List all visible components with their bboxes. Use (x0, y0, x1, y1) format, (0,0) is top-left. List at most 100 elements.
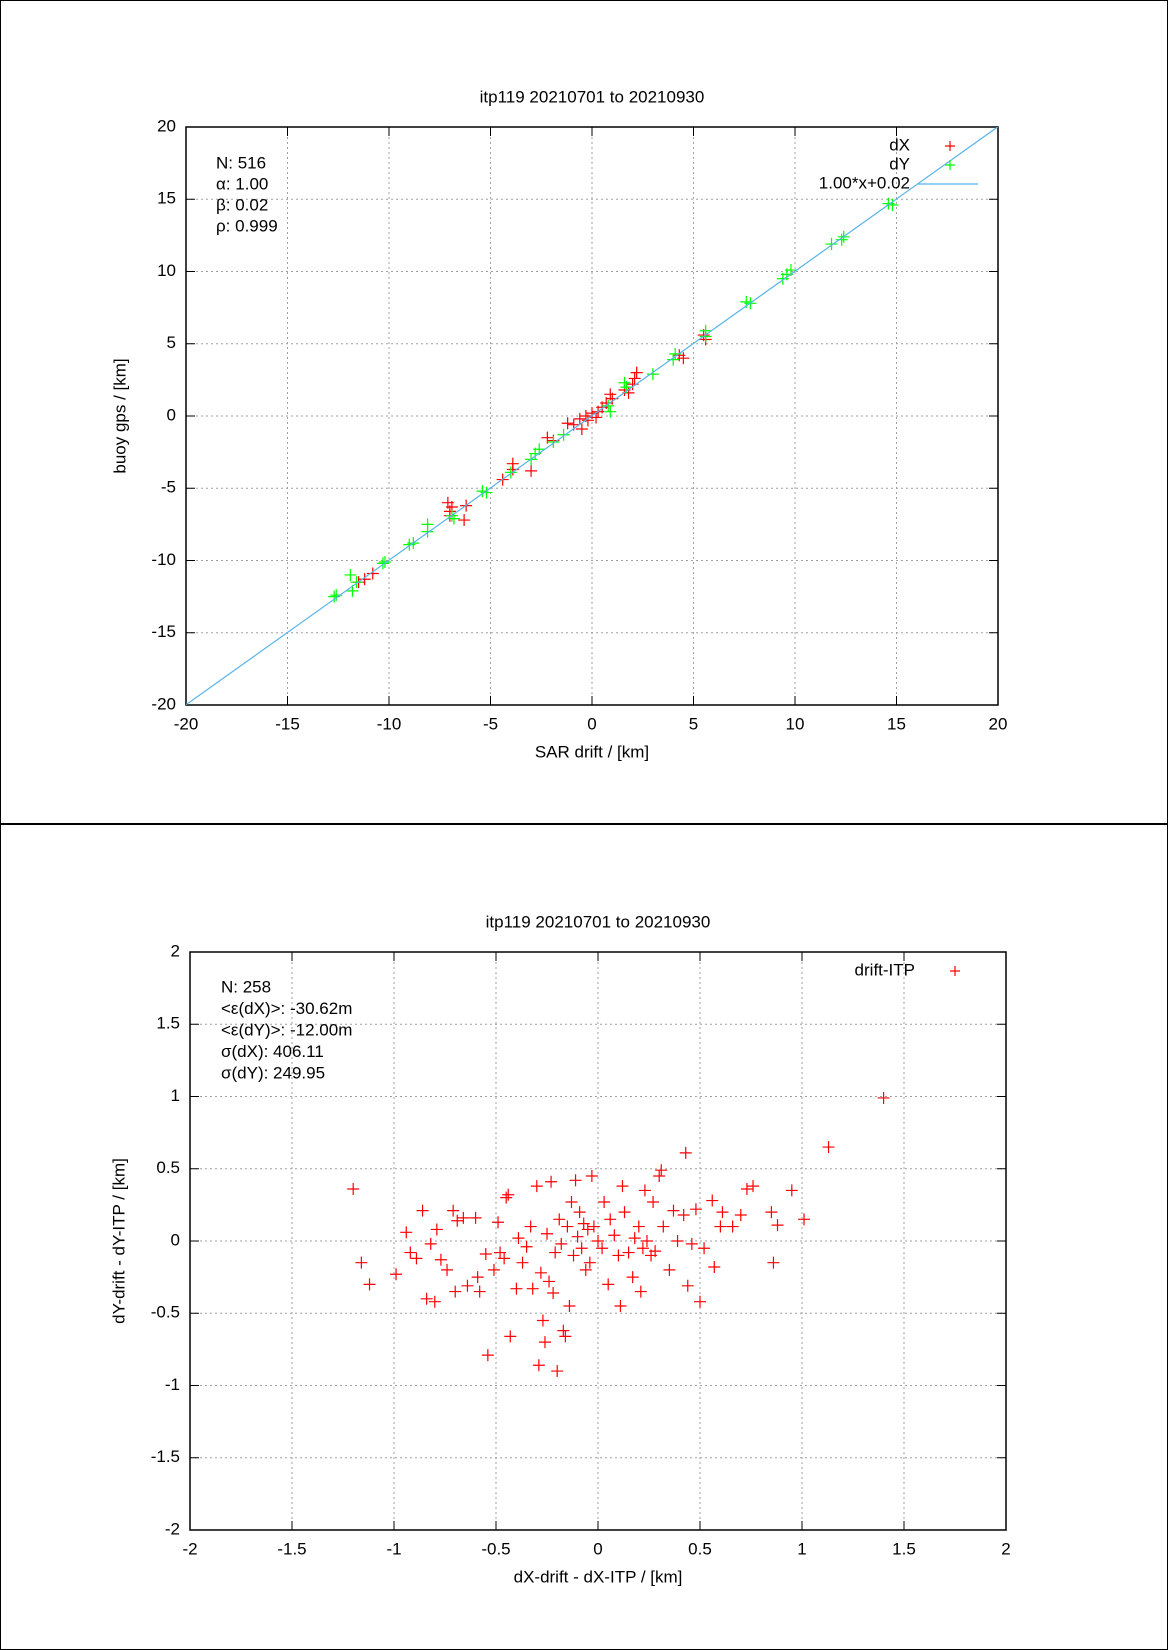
point (350, 576, 363, 589)
chart-title: itp119 20210701 to 20210930 (486, 912, 711, 931)
point (420, 1292, 433, 1305)
point (400, 1226, 413, 1239)
x-tick-label: -1 (386, 1539, 401, 1558)
point (581, 1223, 594, 1236)
point (679, 1146, 692, 1159)
point (765, 1206, 778, 1219)
y-tick-label: 10 (157, 261, 176, 280)
point (583, 1256, 596, 1269)
point (647, 1195, 660, 1208)
point (410, 1252, 423, 1265)
point (555, 1237, 568, 1250)
x-tick-label: 1.5 (892, 1539, 916, 1558)
point (461, 1279, 474, 1292)
point (469, 1211, 482, 1224)
point (628, 1232, 641, 1245)
point (649, 1245, 662, 1258)
point (573, 412, 586, 425)
point (571, 1230, 584, 1243)
point (604, 1213, 617, 1226)
y-axis-label: dY-drift - dY-ITP / [km] (109, 1158, 128, 1324)
plot-area (347, 1091, 890, 1378)
point (671, 1235, 684, 1247)
y-tick-label: -0.5 (151, 1303, 180, 1322)
point (626, 1271, 639, 1284)
y-tick-label: 1.5 (156, 1014, 180, 1033)
point (516, 1256, 529, 1269)
point (677, 1208, 690, 1221)
point (667, 353, 680, 366)
point (524, 1220, 537, 1233)
legend-marker (945, 141, 955, 151)
point (798, 1213, 811, 1226)
point (622, 1246, 635, 1259)
point (457, 1211, 470, 1224)
point (618, 1206, 631, 1219)
x-tick-label: -5 (483, 714, 498, 733)
point (441, 1263, 454, 1276)
y-tick-label: -2 (165, 1519, 180, 1538)
point (451, 1214, 464, 1227)
point (628, 372, 641, 385)
point (636, 1242, 649, 1255)
point (685, 1237, 698, 1250)
plot-frame (189, 951, 1007, 1531)
point (706, 1194, 719, 1207)
point (492, 1216, 505, 1229)
y-tick-label: 0.5 (156, 1158, 180, 1177)
point (569, 1174, 582, 1187)
point (604, 405, 617, 418)
point (344, 568, 357, 581)
point (581, 414, 594, 427)
point (653, 1169, 666, 1182)
y-tick-label: 0 (167, 405, 176, 424)
point (543, 1275, 556, 1288)
x-axis-label: dX-drift - dX-ITP / [km] (514, 1567, 683, 1586)
point (638, 1184, 651, 1197)
point (504, 466, 517, 479)
y-tick-label: 0 (171, 1230, 180, 1249)
point (565, 1195, 578, 1208)
point (441, 496, 454, 509)
point (449, 1285, 462, 1298)
point (563, 1300, 576, 1313)
point (479, 1248, 492, 1261)
point (532, 1359, 545, 1372)
point (587, 1220, 600, 1233)
point (363, 1278, 376, 1291)
y-tick-label: 20 (157, 116, 176, 135)
point (747, 1180, 760, 1193)
point (520, 1240, 533, 1253)
point (567, 1249, 580, 1262)
point (547, 1287, 560, 1300)
y-axis-label: buoy gps / [km] (110, 358, 129, 473)
point (785, 1184, 798, 1197)
point (481, 1349, 494, 1362)
point (575, 423, 588, 436)
y-tick-label: -1 (165, 1375, 180, 1394)
point (559, 1330, 572, 1343)
x-tick-label: 1 (797, 1539, 806, 1558)
point (608, 1229, 621, 1242)
annotation: N: 516 (216, 153, 266, 172)
point (616, 1180, 629, 1193)
x-axis-label: SAR drift / [km] (535, 742, 649, 761)
point (366, 567, 379, 580)
point (355, 1256, 368, 1269)
y-tick-label: -5 (161, 478, 176, 497)
x-tick-label: -20 (174, 714, 199, 733)
point (557, 1324, 570, 1337)
point (428, 1295, 441, 1308)
y-tick-label: 5 (167, 333, 176, 352)
point (667, 1204, 680, 1217)
point (630, 366, 643, 379)
point (596, 1242, 609, 1255)
legend-marker (945, 160, 955, 170)
point (534, 1266, 547, 1279)
point (877, 1091, 890, 1104)
point (376, 557, 389, 570)
point (471, 1271, 484, 1284)
x-tick-label: -1.5 (277, 1539, 306, 1558)
x-tick-label: 2 (1001, 1539, 1010, 1558)
